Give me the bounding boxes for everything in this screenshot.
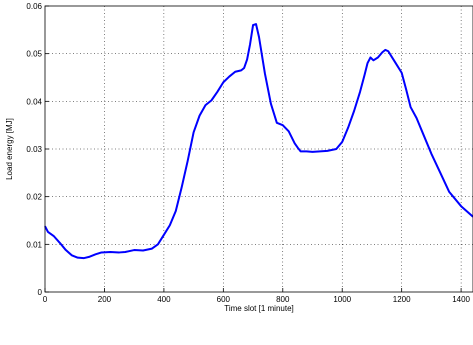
plot-frame — [44, 5, 473, 293]
y-tick-label: 0.03 — [26, 145, 42, 154]
x-tick-label: 1000 — [333, 295, 351, 304]
y-tick-label: 0.01 — [26, 240, 42, 249]
y-tick-label: 0.04 — [26, 97, 42, 106]
series-line-0 — [44, 23, 473, 260]
y-tick-label: 0 — [38, 288, 43, 297]
x-ticks: 0 200 400 600 800 1000 1200 1400 — [43, 288, 471, 304]
x-tick-label: 800 — [276, 295, 290, 304]
x-tick-label: 200 — [98, 295, 112, 304]
data-series — [44, 23, 473, 260]
x-tick-label: 0 — [43, 295, 48, 304]
y-tick-label: 0.06 — [26, 2, 42, 11]
x-axis-label: Time slot [1 minute] — [224, 304, 294, 313]
x-tick-label: 600 — [217, 295, 231, 304]
y-tick-label: 0.02 — [26, 193, 42, 202]
x-tick-label: 1200 — [393, 295, 411, 304]
x-tick-label: 1400 — [452, 295, 470, 304]
y-ticks: 0 0.01 0.02 0.03 0.04 0.05 0.06 — [26, 2, 49, 297]
grid — [45, 6, 473, 292]
y-axis-label: Load energy [MJ] — [5, 118, 14, 180]
y-tick-label: 0.05 — [26, 50, 42, 59]
x-tick-label: 400 — [157, 295, 171, 304]
